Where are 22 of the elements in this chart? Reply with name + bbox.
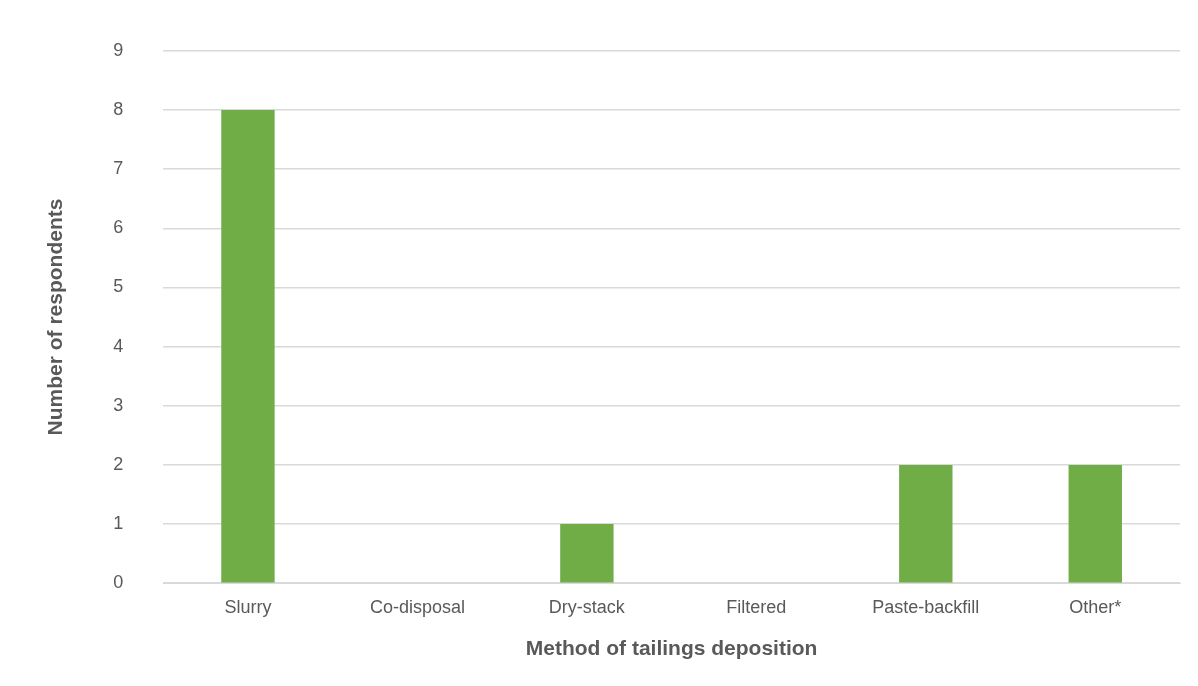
x-tick-label: Filtered [726,596,787,617]
bar [1068,464,1122,583]
x-tick-label: Paste-backfill [872,596,980,617]
x-tick-label: Dry-stack [548,596,626,617]
bar [221,109,275,583]
y-tick-label: 3 [113,394,124,415]
x-tick-label: Other* [1069,596,1122,617]
x-tick-label: Co-disposal [369,596,465,617]
y-axis-title: Number of respondents [43,198,67,436]
y-tick-label: 6 [113,217,124,238]
y-tick-label: 5 [113,276,124,297]
y-tick-label: 9 [113,39,124,60]
x-axis-title: Method of tailings deposition [525,636,818,660]
y-tick-label: 2 [113,453,124,474]
x-tick-label: Slurry [224,596,272,617]
y-tick-label: 0 [113,572,124,593]
y-tick-label: 7 [113,158,124,179]
y-tick-label: 1 [113,513,124,534]
y-tick-label: 8 [113,98,124,119]
bar [899,464,953,583]
y-tick-label: 4 [113,335,124,356]
bar [560,524,614,583]
